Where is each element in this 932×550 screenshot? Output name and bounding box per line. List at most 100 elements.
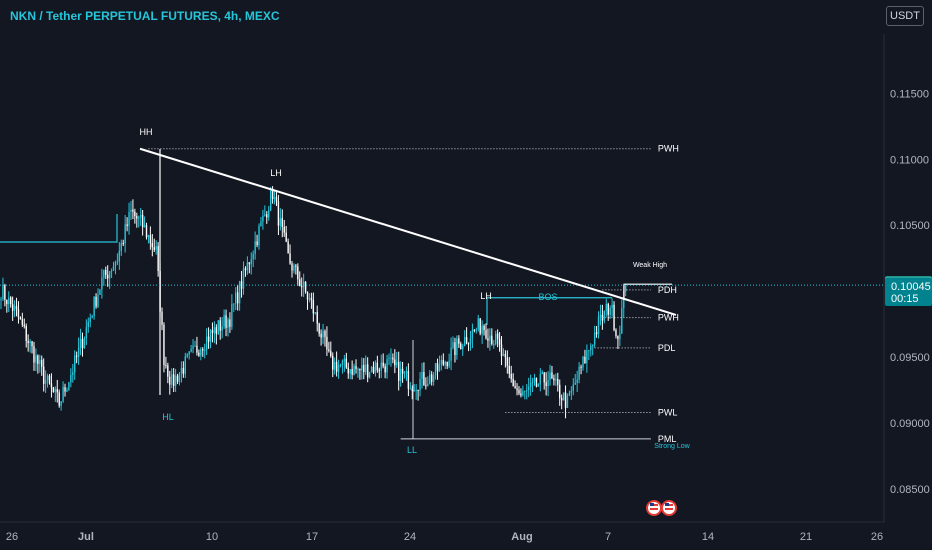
candle-body [390,357,392,359]
candle-body [35,355,37,363]
candle-body [624,285,627,292]
candle-body [145,225,148,238]
candle-body [238,281,241,304]
countdown-label: 00:15 [891,293,919,305]
candle-body [586,350,588,364]
candle-body [502,353,505,357]
candle-body [533,377,536,382]
candle-body [308,298,311,300]
candle-body [341,361,344,365]
y-tick-label: 0.09500 [890,352,930,364]
candle-body [74,355,76,373]
candle-body [578,366,580,380]
level-label: PWH [658,144,679,154]
candle-body [510,373,512,379]
candle-body [95,296,97,307]
candle-body [165,364,167,366]
candle-body [595,332,598,335]
candle-body [33,346,35,363]
level-label: PDL [658,343,676,353]
candle-body [531,381,534,383]
candle-body [365,364,367,372]
candle-body [398,361,400,381]
candle-body [304,281,307,292]
candle-body [582,356,584,368]
candle-body [580,366,582,368]
chart-title: NKN / Tether PERPETUAL FUTURES, 4h, MEXC [10,9,280,23]
candle-body [101,277,103,290]
candle-body [277,201,280,226]
candle-body [450,347,452,361]
candle-body [48,375,51,384]
flag-canton [665,503,669,506]
candle-body [417,389,419,391]
candle-body [6,299,8,305]
candle-body [105,269,107,275]
candle-body [479,318,481,334]
annotation-label: BOS [538,292,557,302]
candle-body [520,393,522,396]
candle-body [551,372,553,379]
candle-body [378,370,380,372]
candle-body [75,355,78,357]
candle-body [436,363,439,372]
candle-body [153,247,155,250]
candle-body [465,337,468,344]
y-tick-label: 0.09000 [890,418,930,430]
candle-body [37,355,39,364]
candle-body [430,374,433,382]
candle-body [380,362,382,371]
x-tick-label: Aug [511,531,532,543]
candle-body [172,374,175,386]
candle-body [112,266,115,271]
candle-body [169,376,171,385]
candle-body [409,388,412,390]
candle-body [372,366,375,373]
candle-body [66,389,68,392]
candle-body [246,262,249,271]
candle-body [155,246,157,250]
candle-body [192,345,194,349]
candle-body [421,371,423,379]
candle-body [411,388,413,392]
candle-body [50,383,53,388]
candle-body [508,365,510,374]
candle-body [351,369,353,375]
candle-body [343,358,346,362]
candle-body [483,325,485,331]
x-tick-label: 21 [800,531,812,543]
candle-body [463,337,466,347]
candle-body [213,327,216,333]
candle-body [227,319,229,328]
candle-body [310,298,313,301]
candle-body [260,221,262,227]
candle-body [518,390,520,394]
candle-body [609,307,611,315]
candle-body [500,344,503,357]
candle-body [487,338,489,341]
candle-body [555,379,557,381]
candle-body [462,346,464,350]
candle-body [194,345,196,347]
candle-body [297,266,299,280]
x-tick-label: 26 [871,531,883,543]
candle-body [39,360,41,364]
candle-body [489,335,491,341]
candle-body [590,345,592,351]
candle-body [202,349,204,351]
candle-body [56,389,58,393]
candle-body [107,274,109,279]
candle-body [262,215,264,222]
candle-body [60,401,62,406]
candle-body [442,360,445,365]
candle-body [223,315,225,327]
candle-body [347,367,349,374]
candle-body [485,330,487,339]
currency-button[interactable]: USDT [886,6,924,26]
candle-body [19,317,22,320]
candle-body [469,338,472,344]
level-label: PML [658,434,677,444]
candle-body [157,246,159,272]
candle-body [537,384,540,387]
